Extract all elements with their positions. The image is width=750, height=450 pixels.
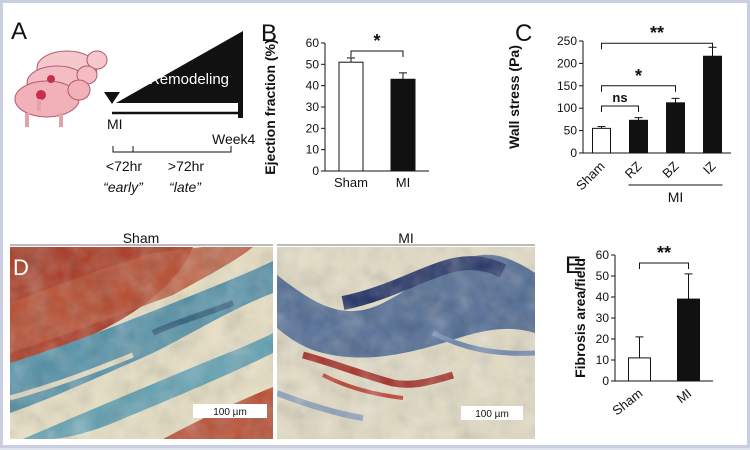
y-tick-label: 60 bbox=[306, 36, 320, 50]
bar-sham bbox=[592, 127, 611, 154]
category-label-bz: BZ bbox=[659, 158, 681, 180]
panel-letter-b: B bbox=[261, 20, 277, 47]
category-label-sham: Sham bbox=[334, 175, 368, 190]
y-tick-label: 60 bbox=[596, 248, 610, 262]
category-label-sham: Sham bbox=[573, 159, 608, 194]
panel-letter-e: E bbox=[565, 252, 581, 279]
significance-label: ** bbox=[657, 243, 671, 263]
significance-label: ** bbox=[650, 23, 664, 43]
y-tick-label: 0 bbox=[570, 146, 577, 160]
y-axis-label: Wall stress (Pa) bbox=[506, 45, 522, 149]
figure-canvas: A Remodeling MI Week4 <72hr “early” >72h… bbox=[10, 18, 731, 439]
remodeling-wedge bbox=[116, 31, 243, 103]
y-tick-label: 20 bbox=[306, 121, 320, 135]
y-tick-label: 40 bbox=[306, 79, 320, 93]
week4-label: Week4 bbox=[212, 131, 256, 147]
significance-label: * bbox=[373, 31, 380, 51]
y-tick-label: 200 bbox=[557, 56, 577, 70]
y-tick-label: 250 bbox=[557, 34, 577, 48]
y-tick-label: 100 bbox=[557, 101, 577, 115]
panel-letter-d: D bbox=[13, 255, 29, 280]
y-tick-label: 50 bbox=[306, 57, 320, 71]
y-tick-label: 150 bbox=[557, 79, 577, 93]
bar-sham bbox=[628, 357, 651, 382]
y-tick-label: 10 bbox=[596, 353, 610, 367]
panel-letter-c: C bbox=[515, 20, 532, 47]
bar-bz bbox=[666, 102, 685, 154]
significance-bracket bbox=[601, 42, 713, 50]
y-tick-label: 30 bbox=[596, 311, 610, 325]
early-bracket bbox=[112, 146, 134, 153]
significance-bracket bbox=[601, 105, 639, 112]
significance-bracket bbox=[601, 85, 676, 92]
mi-scale-bar-label: 100 µm bbox=[475, 409, 509, 420]
y-tick-label: 40 bbox=[596, 290, 610, 304]
category-label-mi: MI bbox=[396, 175, 410, 190]
mi-histology-image: 100 µm bbox=[277, 247, 535, 439]
y-tick-label: 10 bbox=[306, 143, 320, 157]
category-label-iz: IZ bbox=[700, 158, 719, 177]
panel-a: A Remodeling MI Week4 <72hr “early” >72h… bbox=[11, 18, 256, 195]
late-bracket bbox=[132, 146, 232, 153]
mi-arrowhead bbox=[104, 92, 120, 104]
bar-mi bbox=[390, 78, 416, 172]
significance-bracket bbox=[639, 262, 689, 269]
significance-label: ns bbox=[612, 90, 627, 105]
panel-letter-a: A bbox=[11, 18, 27, 45]
panel-b-chart: B 0 10 20 30 40 50 60 Ejection fraction (%) Sham M… bbox=[261, 20, 429, 190]
group-label: MI bbox=[668, 189, 684, 205]
significance-bracket bbox=[350, 50, 404, 57]
week4-marker bbox=[238, 99, 243, 118]
sham-image-label: Sham bbox=[123, 230, 160, 246]
sham-scale-bar-label: 100 µm bbox=[213, 407, 247, 418]
y-tick-label: 20 bbox=[596, 332, 610, 346]
y-tick-label: 0 bbox=[312, 164, 319, 178]
category-label-mi: MI bbox=[674, 386, 695, 407]
category-label-sham: Sham bbox=[609, 386, 645, 419]
early-time: <72hr bbox=[106, 158, 143, 174]
y-tick-label: 50 bbox=[564, 124, 578, 138]
y-tick-label: 0 bbox=[602, 374, 609, 388]
late-label: “late” bbox=[169, 179, 202, 195]
y-axis-label: Fibrosis area/field bbox=[572, 258, 588, 378]
y-tick-label: 30 bbox=[306, 100, 320, 114]
bar-mi bbox=[677, 298, 700, 382]
significance-label: * bbox=[635, 66, 642, 86]
mi-label: MI bbox=[107, 116, 123, 132]
pig-illustration bbox=[14, 50, 108, 127]
mi-image-label: MI bbox=[398, 230, 414, 246]
panel-e-chart: E 0 10 20 30 40 50 60 Fibrosis area/field Sham MI *… bbox=[565, 243, 713, 418]
bar-sham bbox=[338, 61, 364, 172]
category-label-rz: RZ bbox=[622, 158, 645, 181]
panel-d: Sham MI 100 µm D 100 bbox=[10, 230, 535, 439]
panel-c-chart: C 0 50 100 150 200 250 Wall stress (Pa) Sham RZ BZ… bbox=[506, 20, 731, 205]
y-axis-label: Ejection fraction (%) bbox=[262, 39, 278, 174]
sham-histology-image: 100 µm bbox=[10, 247, 273, 439]
bar-rz bbox=[629, 119, 648, 154]
remodeling-label: Remodeling bbox=[149, 71, 229, 88]
y-tick-label: 50 bbox=[596, 269, 610, 283]
bar-iz bbox=[703, 55, 722, 154]
late-time: >72hr bbox=[168, 158, 205, 174]
early-label: “early” bbox=[103, 179, 144, 195]
mi-scale-bar bbox=[461, 406, 523, 420]
sham-scale-bar bbox=[193, 404, 267, 418]
